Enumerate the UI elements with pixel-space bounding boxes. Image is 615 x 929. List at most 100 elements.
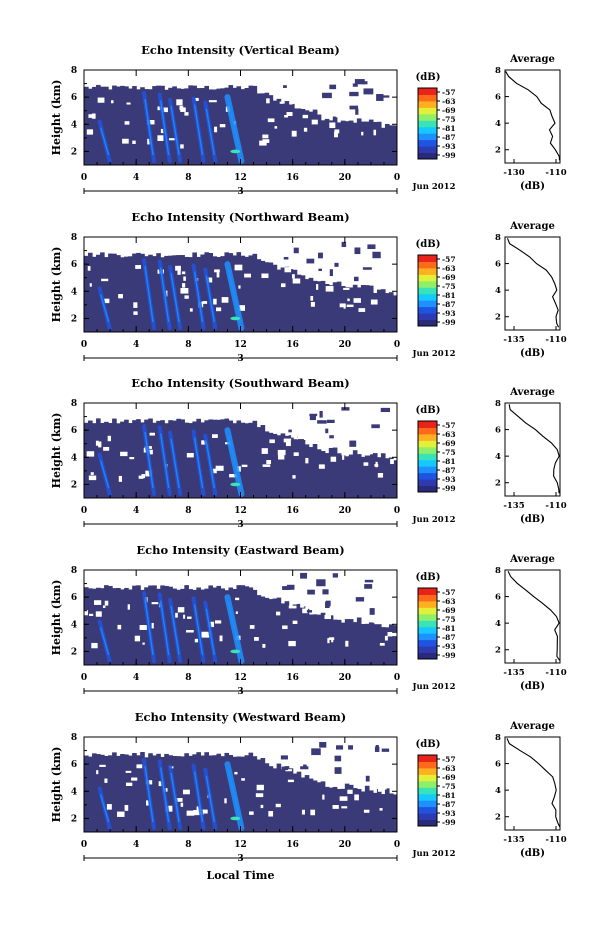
echo-column [328, 120, 334, 165]
echo-column [180, 588, 185, 665]
echo-column [392, 794, 397, 832]
echo-gap [175, 612, 178, 618]
echo-streak-core [144, 598, 154, 656]
echo-gap [354, 794, 359, 801]
echo-gap [346, 304, 354, 308]
echo-gap [343, 287, 350, 290]
echo-gap [214, 126, 218, 133]
echo-column [112, 85, 117, 165]
echo-column [288, 607, 294, 665]
echo-gap [90, 472, 94, 475]
ytick-label: 2 [71, 480, 77, 490]
avg-frame [504, 402, 561, 497]
xtick-label: 8 [185, 340, 191, 350]
echo-gap [189, 308, 193, 312]
echo-gap [99, 764, 106, 767]
date-label: Jun 2012 [412, 349, 456, 359]
echo-column [96, 587, 101, 665]
echo-gap [122, 138, 129, 144]
echo-gap [84, 610, 88, 616]
echo-streak-core [193, 437, 204, 489]
echo-column [248, 422, 254, 498]
echo-gap [332, 97, 339, 103]
echo-gap [104, 778, 108, 783]
echo-gap [379, 808, 383, 811]
echo-column [336, 453, 342, 498]
colorbar-tick-label: -87 [442, 466, 456, 475]
avg-profile-line [505, 71, 561, 161]
colorbar-swatch [418, 427, 437, 435]
colorbar-tick-label: -93 [442, 475, 456, 484]
echo-streak-core [227, 769, 242, 823]
colorbar-tick-label: -93 [442, 309, 456, 318]
echo-column [204, 752, 209, 832]
echo-gap [292, 274, 295, 279]
echo-gap [288, 640, 296, 647]
echo-column [220, 588, 226, 665]
echo-gap [391, 632, 397, 637]
echo-column [184, 256, 189, 332]
echo-column [104, 86, 109, 165]
echo-column [104, 756, 109, 832]
colorbar-swatch [418, 255, 437, 262]
echo-streak-core [227, 602, 242, 656]
echo-gap [214, 269, 220, 273]
xtick-label: 12 [234, 673, 247, 683]
echo-column [356, 617, 362, 665]
echo-gap [300, 603, 305, 608]
echo-gap [117, 624, 122, 630]
echo-gap [234, 771, 238, 775]
echo-streak-core [227, 435, 242, 489]
echo-column [316, 281, 322, 332]
panel-title: Echo Intensity (Northward Beam) [131, 210, 349, 224]
colorbar-swatch [418, 626, 437, 634]
echo-gap [145, 470, 152, 477]
echo-gap [157, 135, 164, 142]
echo-column [156, 420, 161, 498]
echo-column [132, 86, 137, 165]
avg-frame [504, 736, 561, 831]
echo-blob [288, 429, 292, 433]
echo-column [244, 586, 250, 665]
echo-gap [353, 298, 361, 303]
colorbar-swatch [418, 300, 437, 308]
echo-streak-core [159, 267, 170, 323]
echo-column [300, 777, 306, 832]
echo-column [316, 114, 322, 165]
echo-column [176, 756, 181, 832]
colorbar-swatch [418, 306, 437, 314]
echo-gap [261, 273, 269, 279]
echo-streak-core [99, 460, 110, 489]
echo-streak-core [99, 294, 110, 323]
echo-gap [255, 793, 264, 798]
echo-column [388, 457, 394, 498]
echo-gap [382, 281, 388, 286]
colorbar-tick-label: -69 [442, 106, 456, 115]
echo-gap [285, 769, 293, 772]
echo-column [368, 454, 374, 498]
echo-column [348, 120, 354, 165]
echo-column [112, 752, 117, 832]
echo-column [240, 255, 246, 332]
xtick-label: 20 [339, 173, 352, 183]
echo-streak-core [144, 431, 154, 489]
echo-blob [282, 586, 291, 590]
echo-column [216, 88, 222, 165]
avg-frame [504, 69, 561, 164]
echo-gap [118, 294, 123, 299]
echo-gap [186, 630, 194, 633]
echo-gap [379, 642, 385, 646]
avg-xtick-label: -110 [545, 335, 566, 345]
echo-field [84, 572, 397, 665]
xtick-label: 0 [81, 340, 87, 350]
echo-column [284, 435, 290, 498]
colorbar-swatch [418, 433, 437, 441]
echo-column [224, 252, 230, 332]
echo-column [192, 252, 197, 332]
day-marker: 3 [237, 854, 243, 864]
echo-column [108, 423, 113, 498]
echo-column [320, 612, 326, 665]
echo-column [288, 768, 294, 832]
echo-gap [158, 781, 163, 787]
echo-gap [284, 267, 292, 273]
